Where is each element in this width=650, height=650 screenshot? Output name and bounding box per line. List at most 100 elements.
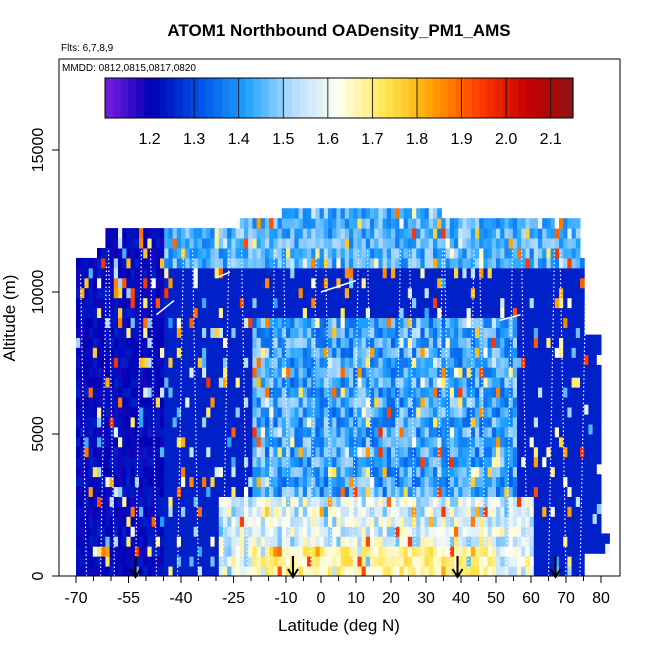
colorbar-segment [136,78,145,118]
heatmap-cell [344,506,350,517]
heatmap-cell [122,436,127,448]
heatmap-cell [596,434,602,445]
heatmap-cell [512,466,518,478]
heatmap-cell [88,466,94,478]
heatmap-cell [433,546,438,557]
heatmap-cell [122,446,127,458]
heatmap-cell [374,426,379,438]
heatmap-cell [214,456,220,468]
heatmap-cell [328,257,333,269]
heatmap-cell [340,476,346,488]
heatmap-cell [563,416,568,428]
heatmap-cell [235,506,241,517]
heatmap-cell [290,486,295,497]
heatmap-cell [155,446,161,458]
heatmap-cell [143,526,148,537]
heatmap-cell [189,466,195,478]
heatmap-cell [319,476,325,488]
heatmap-cell [580,566,585,577]
heatmap-cell [340,377,346,388]
heatmap-cell [567,436,573,448]
heatmap-cell [458,466,463,478]
heatmap-cell [386,247,392,259]
heatmap-cell [298,377,304,388]
heatmap-cell [563,556,568,567]
heatmap-cell [395,317,400,328]
heatmap-cell [168,566,174,577]
heatmap-cell [475,297,480,309]
heatmap-cell [386,486,392,497]
heatmap-cell [172,347,178,358]
heatmap-cell [273,536,279,547]
heatmap-cell [147,536,153,547]
heatmap-cell [332,506,337,517]
heatmap-cell [517,407,522,418]
heatmap-cell [172,327,178,338]
heatmap-cell [155,416,161,428]
heatmap-cell [483,486,489,497]
flight-profile-line [99,263,108,577]
heatmap-cell [340,208,346,219]
heatmap-cell [181,228,186,239]
heatmap-cell [349,566,354,577]
x-axis: -70 -55 -40 -25 -10 0 10 20 30 40 50 60 70 80 [64,575,610,607]
heatmap-cell [193,238,199,249]
heatmap-cell [428,377,434,388]
heatmap-cell [550,506,556,517]
heatmap-cell [483,456,489,468]
heatmap-cell [575,486,581,497]
heatmap-cell [559,456,564,468]
heatmap-cell [126,297,132,309]
heatmap-cell [168,257,174,269]
heatmap-cell [294,287,300,299]
heatmap-cell [584,424,589,435]
heatmap-cell [168,377,174,388]
heatmap-cell [160,456,165,468]
heatmap-cell [382,377,388,388]
heatmap-cell [445,247,451,259]
heatmap-cell [470,446,476,458]
heatmap-cell [433,456,438,468]
heatmap-cell [302,486,308,497]
heatmap-cell [340,397,346,408]
heatmap-cell [596,364,602,375]
heatmap-cell [504,536,510,547]
heatmap-cell [428,228,434,239]
heatmap-cell [281,327,287,338]
heatmap-cell [559,506,564,517]
heatmap-cell [76,277,81,289]
heatmap-cell [206,466,211,478]
heatmap-cell [176,238,182,249]
heatmap-cell [239,536,245,547]
heatmap-cell [529,277,535,289]
heatmap-cell [340,466,346,478]
heatmap-cell [424,526,430,537]
heatmap-cell [223,307,228,319]
heatmap-cell [454,257,459,269]
heatmap-cell [244,228,249,239]
heatmap-cell [559,367,564,378]
heatmap-cell [391,297,396,309]
colorbar-segment [565,78,574,118]
heatmap-cell [550,486,556,497]
heatmap-cell [160,228,165,239]
heatmap-cell [252,566,258,577]
heatmap-cell [542,387,547,398]
heatmap-cell [168,466,174,478]
heatmap-cell [365,566,371,577]
heatmap-cell [580,287,585,299]
colorbar-segment [378,78,387,118]
heatmap-cell [449,496,455,507]
heatmap-cell [449,446,455,458]
heatmap-cell [92,496,98,507]
heatmap-cell [130,476,136,488]
heatmap-cell [592,364,598,375]
flight-profile-line [149,249,158,577]
heatmap-cell [475,377,480,388]
heatmap-cell [147,307,153,319]
heatmap-cell [277,257,283,269]
heatmap-cell [323,357,329,368]
heatmap-cell [298,397,304,408]
heatmap-cell [521,377,526,388]
heatmap-cell [554,257,560,269]
